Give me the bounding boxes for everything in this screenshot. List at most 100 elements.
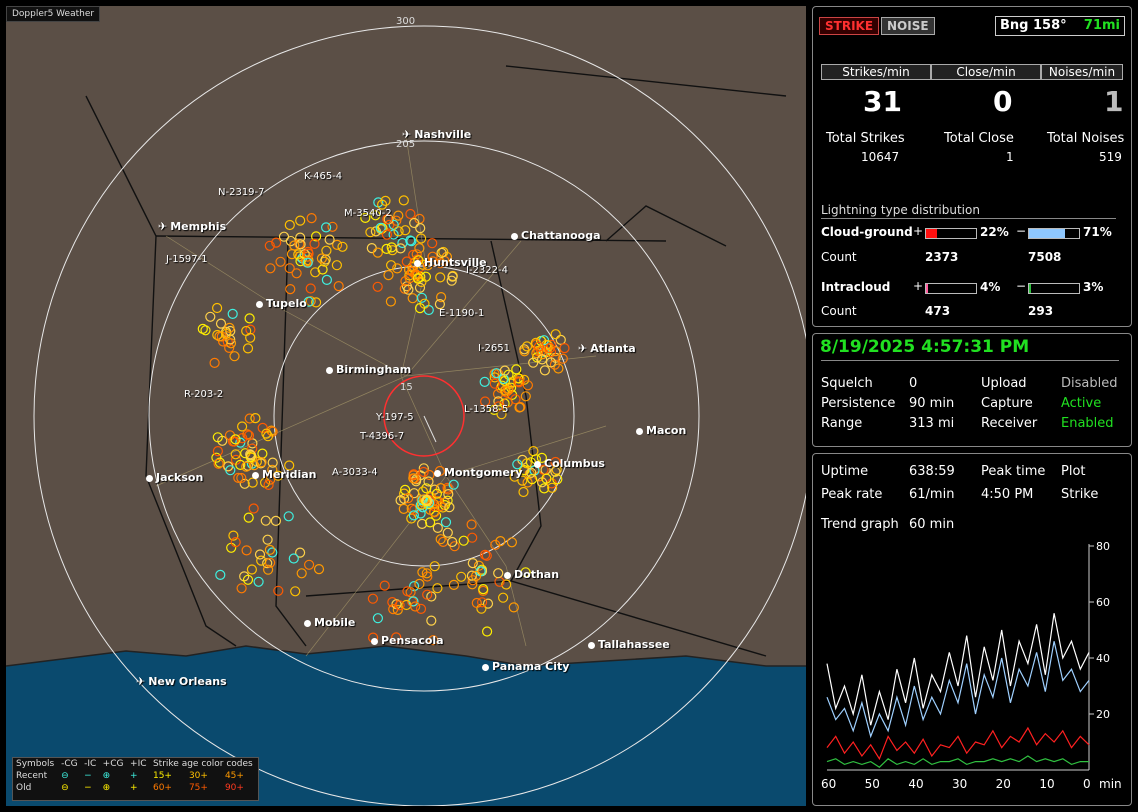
storm-tag[interactable]: T-4396-7	[360, 431, 405, 442]
city-name: Meridian	[262, 468, 317, 481]
city-name: Mobile	[314, 616, 356, 629]
airplane-icon: ✈	[158, 220, 168, 233]
status-k2: Upload	[981, 376, 1027, 391]
cg-positive-pct: 22%	[980, 225, 1009, 239]
city-name: Panama City	[492, 660, 570, 673]
x-tick-label: 0	[1083, 777, 1091, 791]
city-dothan: Dothan	[504, 568, 559, 581]
strike-marker	[242, 429, 253, 440]
strike-marker	[230, 449, 241, 460]
neg-ic-old-icon: −	[84, 783, 92, 793]
strike-marker	[422, 589, 433, 600]
strike-marker	[392, 604, 403, 616]
trend-graph: 80 60 40 20 60 50 40 30 20 10 0 min	[821, 540, 1122, 791]
strike-marker	[550, 329, 561, 340]
close-rate: 0	[993, 85, 1013, 118]
state-borders	[85, 65, 787, 657]
noise-button[interactable]: NOISE	[881, 17, 935, 35]
peak-rate-value: 61/min	[909, 487, 955, 502]
storm-tag[interactable]: E-1190-1	[439, 308, 485, 319]
strike-marker	[521, 341, 533, 352]
y-tick-label: 40	[1096, 652, 1110, 665]
strikes-per-min-button[interactable]: Strikes/min	[821, 64, 931, 80]
strike-marker	[520, 567, 531, 578]
strike-marker	[393, 226, 404, 237]
strike-button[interactable]: STRIKE	[819, 17, 880, 35]
strike-marker	[304, 559, 315, 570]
strike-marker	[427, 251, 438, 262]
strike-marker	[550, 456, 561, 468]
ic-label: Intracloud	[821, 280, 891, 294]
strike-marker	[480, 396, 491, 407]
strike-marker	[265, 263, 276, 274]
strike-marker	[278, 231, 290, 242]
noises-rate: 1	[1104, 85, 1124, 118]
storm-tag[interactable]: R-203-2	[184, 389, 224, 400]
storm-tag[interactable]: N-2319-7	[218, 187, 265, 198]
strike-marker	[415, 223, 426, 234]
strike-marker	[245, 324, 256, 335]
strike-marker	[555, 334, 566, 345]
plot-value: Strike	[1061, 487, 1099, 502]
strike-marker	[273, 585, 284, 596]
noises-per-min-button[interactable]: Noises/min	[1041, 64, 1123, 80]
strike-marker	[539, 483, 550, 494]
strike-marker	[283, 511, 294, 522]
storm-tag[interactable]: I-2322-4	[466, 265, 508, 276]
strike-marker	[295, 215, 306, 226]
strike-marker	[414, 303, 426, 314]
dist-divider	[821, 218, 1116, 219]
strike-marker	[284, 263, 295, 274]
storm-tag[interactable]: A-3033-4	[332, 467, 378, 478]
total-strikes-label: Total Strikes	[826, 131, 905, 146]
lightning-map[interactable]: Doppler5 Weather 300 205 15 ✈ Nashville ✈ M…	[6, 6, 806, 806]
range-value: 71mi	[1083, 18, 1120, 33]
strike-marker	[295, 239, 306, 250]
status-k2: Receiver	[981, 416, 1038, 431]
strike-marker	[230, 536, 241, 548]
strike-marker	[416, 292, 427, 303]
strike-marker	[296, 568, 307, 579]
status-v1: 313 mi	[909, 416, 955, 431]
strike-marker	[427, 256, 438, 267]
bearing-value: Bng 158°	[1000, 18, 1067, 33]
strikes-rate: 31	[863, 85, 902, 118]
strike-marker	[324, 234, 335, 245]
strike-marker	[408, 470, 419, 481]
storm-tag[interactable]: K-465-4	[304, 171, 343, 182]
strike-marker	[241, 545, 252, 556]
strike-marker	[332, 239, 343, 250]
storm-tag[interactable]: J-1597-1	[166, 254, 208, 265]
strike-marker	[482, 598, 494, 609]
strike-marker	[263, 479, 274, 490]
uptime-label: Uptime	[821, 464, 869, 479]
strike-marker	[289, 240, 300, 251]
city-dot-icon	[256, 300, 263, 308]
strike-marker	[482, 626, 493, 637]
strike-marker	[520, 391, 531, 402]
city-tallahassee: Tallahassee	[588, 638, 670, 651]
strike-marker	[429, 507, 440, 518]
storm-tag[interactable]: Y-197-5	[376, 412, 414, 423]
strike-marker	[257, 422, 268, 433]
city-memphis: ✈ Memphis	[158, 220, 226, 233]
trend-series-2	[826, 726, 1090, 761]
storm-tag[interactable]: M-3540-2	[344, 208, 392, 219]
strike-marker	[265, 474, 276, 485]
strike-marker	[408, 510, 419, 521]
strike-marker	[416, 276, 427, 288]
strike-marker	[427, 238, 438, 249]
storm-tag[interactable]: L-1358-5	[464, 404, 509, 415]
trend-graph-label: Trend graph	[821, 517, 899, 532]
bearing-box: Bng 158° 71mi	[995, 16, 1125, 36]
dist-title: Lightning type distribution	[821, 203, 980, 217]
storm-tag[interactable]: I-2651	[478, 343, 511, 354]
city-tupelo: Tupelo	[256, 297, 307, 310]
strike-marker	[408, 473, 419, 484]
strike-marker	[414, 243, 425, 254]
x-unit-label: min	[1099, 777, 1122, 791]
strike-marker	[402, 586, 413, 597]
strike-marker	[519, 346, 530, 357]
close-per-min-button[interactable]: Close/min	[931, 64, 1041, 80]
city-dot-icon	[414, 259, 421, 267]
